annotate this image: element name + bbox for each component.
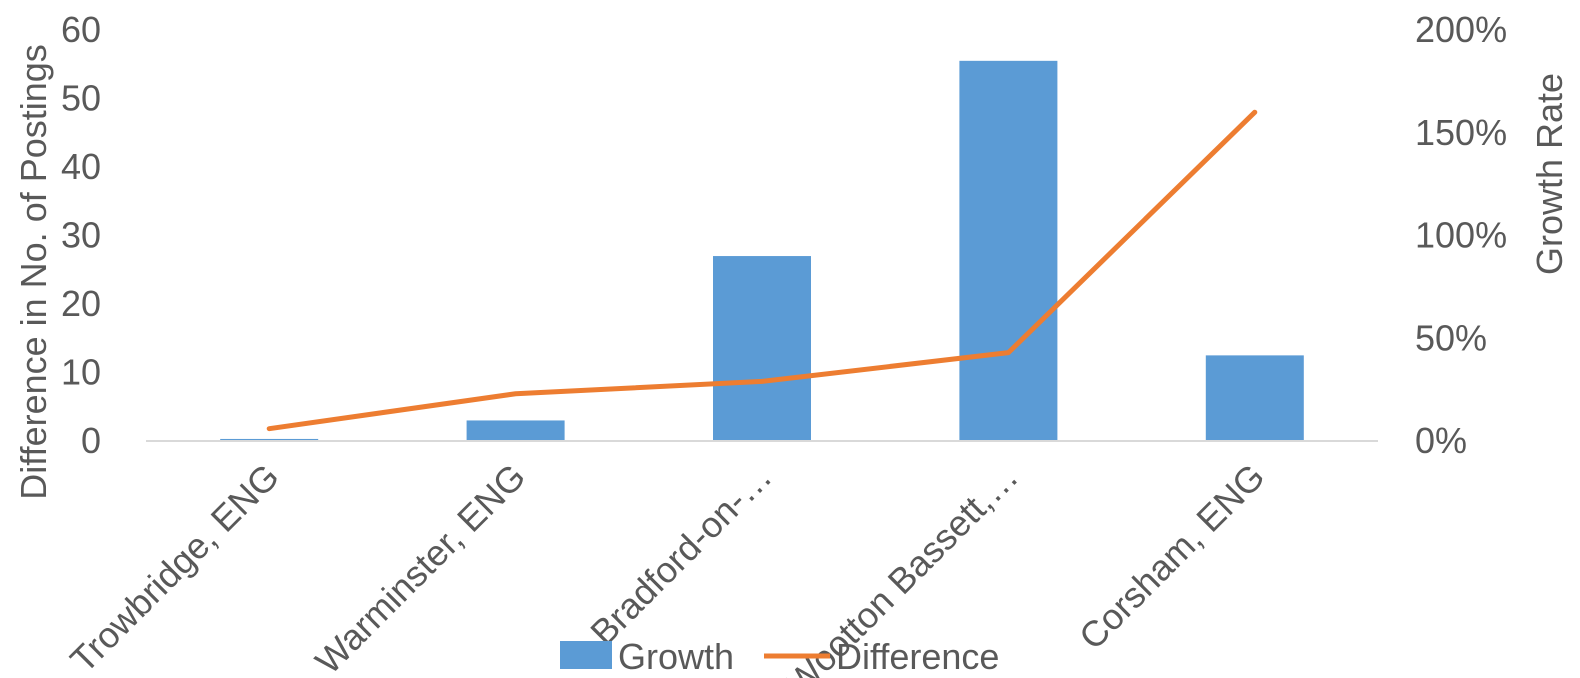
y2-tick-label: 0% [1415,420,1467,461]
y2-axis-title: Growth Rate [1529,73,1570,275]
y-tick-label: 30 [61,215,101,256]
y2-tick-label: 200% [1415,9,1507,50]
bar-growth [466,420,565,441]
legend-swatch-growth [560,641,612,669]
bar-growth [713,256,811,441]
y-tick-label: 40 [61,146,101,187]
y2-tick-label: 50% [1415,317,1487,358]
y-tick-label: 0 [81,420,101,461]
y2-tick-label: 100% [1415,215,1507,256]
y-tick-label: 50 [61,78,101,119]
y-axis-title: Difference in No. of Postings [13,44,54,500]
y-tick-label: 10 [61,352,101,393]
bar-growth [959,60,1058,441]
bar-growth [220,438,319,441]
y2-axis-ticks: 0% 50% 100% 150% 200% [1415,9,1507,461]
legend-label-difference: Difference [836,636,999,677]
y-axis-ticks: 0 10 20 30 40 50 60 [61,9,101,461]
line-difference [266,109,1258,432]
x-tick-label: Corsham, ENG [1071,456,1273,658]
x-tick-label: Warminster, ENG [307,456,533,678]
y-tick-label: 20 [61,283,101,324]
growth-bars [220,60,1304,441]
legend: Growth Difference [560,636,999,677]
bar-growth [1205,355,1304,441]
legend-label-growth: Growth [618,636,734,677]
difference-line-series [266,109,1258,432]
y2-tick-label: 150% [1415,112,1507,153]
y-tick-label: 60 [61,9,101,50]
x-tick-label: Trowbridge, ENG [62,456,287,678]
x-tick-label: Bradford-on-… [582,456,779,653]
